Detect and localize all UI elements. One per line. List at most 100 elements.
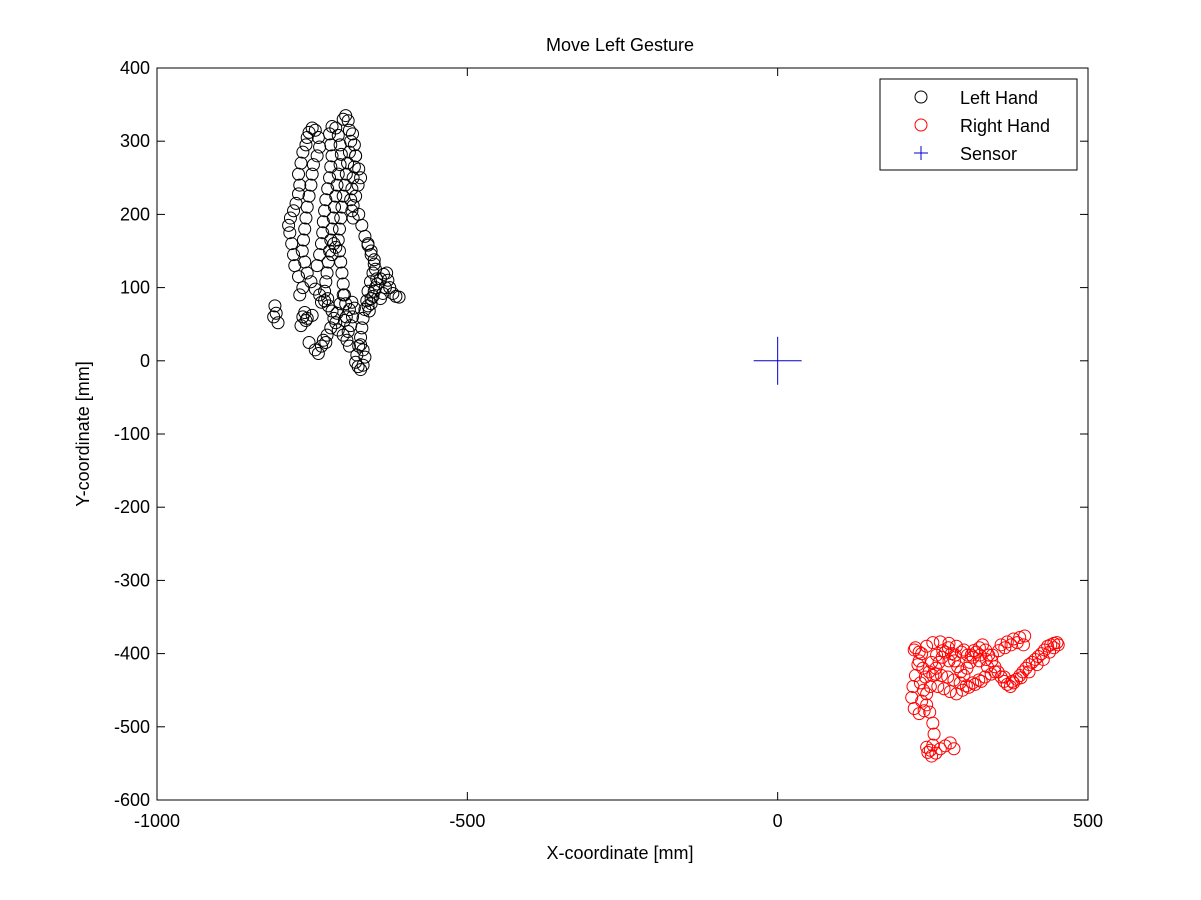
right-hand-point <box>1000 635 1014 649</box>
left-hand-point <box>337 314 351 328</box>
left-hand-point <box>331 128 345 142</box>
right-hand-point <box>978 670 992 684</box>
left-hand-point <box>380 266 394 280</box>
y-tick-label: 400 <box>120 58 150 78</box>
left-hand-point <box>316 333 330 347</box>
left-hand-point <box>361 237 375 251</box>
right-hand-point <box>922 665 936 679</box>
y-tick-label: 0 <box>140 351 150 371</box>
left-hand-point <box>324 233 338 247</box>
series-layer <box>267 109 1065 763</box>
legend-sensor-label: Sensor <box>960 144 1017 164</box>
legend-right-hand-marker <box>914 118 928 132</box>
right-hand-point <box>917 683 931 697</box>
left-hand-point <box>361 299 375 313</box>
left-hand-point <box>370 272 384 286</box>
left-hand-point <box>325 248 339 262</box>
left-hand-point <box>335 266 349 280</box>
left-hand-point <box>308 343 322 357</box>
left-hand-point <box>323 244 337 258</box>
left-hand-point <box>381 273 395 287</box>
right-hand-point <box>915 647 929 661</box>
left-hand-point <box>299 211 313 225</box>
right-hand-point <box>931 680 945 694</box>
right-hand-point <box>948 654 962 668</box>
left-hand-point <box>310 149 324 163</box>
right-hand-point <box>943 685 957 699</box>
right-hand-point <box>1044 638 1058 652</box>
right-hand-point <box>1041 639 1055 653</box>
right-hand-point <box>921 745 935 759</box>
left-hand-point <box>320 266 334 280</box>
right-hand-point <box>1018 629 1032 643</box>
legend: Left Hand Right Hand Sensor <box>879 78 1078 171</box>
right-hand-point <box>1014 671 1028 685</box>
left-hand-point <box>347 301 361 315</box>
right-hand-point <box>915 694 929 708</box>
right-hand-point <box>926 716 940 730</box>
left-hand-point <box>352 339 366 353</box>
right-hand-point <box>949 687 963 701</box>
right-hand-point <box>926 636 940 650</box>
sensor-series <box>753 336 802 385</box>
left-hand-point <box>293 288 307 302</box>
left-hand-point <box>305 167 319 181</box>
chart-title: Move Left Gesture <box>546 35 694 55</box>
right-hand-point <box>954 665 968 679</box>
left-hand-point <box>316 226 330 240</box>
legend-left-hand-label: Left Hand <box>960 88 1038 108</box>
left-hand-point <box>329 316 343 330</box>
y-tick-label: 100 <box>120 278 150 298</box>
left-hand-point <box>335 200 349 214</box>
right-hand-point <box>954 645 968 659</box>
right-hand-point <box>959 679 973 693</box>
x-axis-label: X-coordinate [mm] <box>546 843 693 863</box>
left-hand-point <box>287 248 301 262</box>
left-hand-point <box>298 222 312 236</box>
right-hand-point <box>998 641 1012 655</box>
right-hand-point <box>926 669 940 683</box>
right-hand-point <box>1013 630 1027 644</box>
left-hand-point <box>352 162 366 176</box>
left-hand-point <box>392 290 406 304</box>
left-hand-point <box>331 323 345 337</box>
right-hand-point <box>925 749 939 763</box>
left-hand-point <box>356 358 370 372</box>
left-hand-point <box>283 211 297 225</box>
left-hand-point <box>325 222 339 236</box>
right-hand-point <box>962 680 976 694</box>
sensor-point <box>753 336 802 385</box>
left-hand-point <box>354 171 368 185</box>
left-hand-point <box>311 346 325 360</box>
left-hand-point <box>342 145 356 159</box>
left-hand-point <box>300 266 314 280</box>
left-hand-point <box>358 350 372 364</box>
left-hand-point <box>328 200 342 214</box>
left-hand-point <box>324 160 338 174</box>
left-hand-point <box>336 112 350 126</box>
left-hand-point <box>321 182 335 196</box>
right-hand-point <box>1051 638 1065 652</box>
right-hand-point <box>994 638 1008 652</box>
left-hand-point <box>336 277 350 291</box>
left-hand-point <box>329 121 343 135</box>
y-tick-label: -600 <box>114 790 150 810</box>
left-hand-point <box>319 275 333 289</box>
left-hand-point <box>325 149 339 163</box>
left-hand-point <box>300 200 314 214</box>
right-hand-series <box>905 629 1065 763</box>
left-hand-point <box>316 215 330 229</box>
left-hand-point <box>298 305 312 319</box>
left-hand-point <box>296 233 310 247</box>
right-hand-point <box>947 742 961 756</box>
left-hand-point <box>318 204 332 218</box>
right-hand-point <box>937 682 951 696</box>
left-hand-point <box>338 178 352 192</box>
left-hand-point <box>383 281 397 295</box>
left-hand-point <box>308 123 322 137</box>
left-hand-series <box>267 109 406 377</box>
right-hand-point <box>920 698 934 712</box>
left-hand-point <box>314 339 328 353</box>
